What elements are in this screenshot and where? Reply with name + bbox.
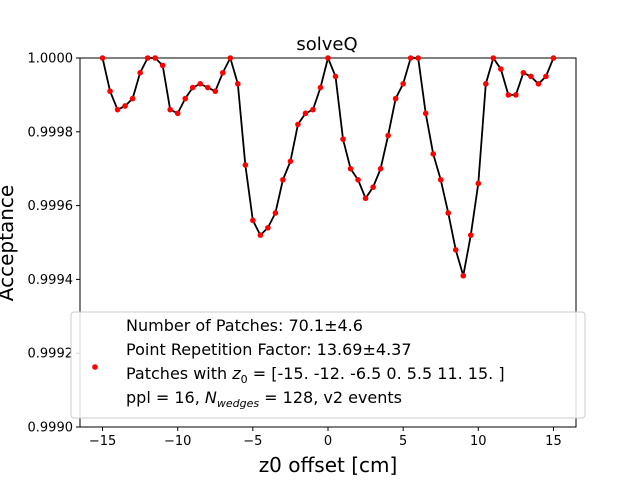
data-point (144, 55, 151, 61)
legend-line-wedges: ppl = 16, Nwedges = 128, v2 events (126, 388, 402, 410)
data-point (212, 88, 219, 95)
x-tick-label: −15 (89, 434, 116, 449)
data-point (242, 162, 249, 168)
data-point (422, 110, 429, 117)
data-point (355, 176, 361, 183)
data-point (129, 95, 136, 102)
legend-wedges-rest: = 128, v2 events (259, 388, 402, 407)
data-point (535, 81, 542, 87)
data-point (543, 73, 549, 80)
data-point (287, 158, 294, 165)
legend-z0-values: = [-15. -12. -6.5 0. 5.5 11. 15. ] (248, 364, 505, 383)
legend-wedges-prefix: ppl = 16, (126, 388, 205, 407)
data-point (437, 176, 444, 183)
data-point (340, 136, 346, 142)
data-point (227, 55, 234, 61)
legend-wedges-sub: wedges (217, 397, 259, 410)
series-markers (99, 55, 557, 279)
data-point (167, 106, 173, 113)
legend-z0-sub: 0 (241, 373, 248, 386)
data-point (520, 69, 527, 76)
data-point (392, 95, 399, 102)
data-point (235, 81, 241, 87)
x-tick-label: 15 (545, 434, 562, 449)
y-tick-label: 0.9998 (28, 125, 74, 140)
data-point (445, 210, 452, 216)
data-point (310, 106, 316, 113)
data-point (280, 176, 286, 183)
data-point (498, 66, 504, 72)
data-point (430, 151, 437, 157)
y-axis: 0.9990 0.9992 0.9994 0.9996 0.9998 1.0000 (28, 52, 80, 436)
data-point (295, 121, 301, 128)
data-point (377, 165, 384, 172)
x-tick-label: −10 (164, 434, 191, 449)
legend-wedges-var: N (205, 388, 217, 407)
series-line (101, 55, 555, 276)
y-tick-label: 0.9994 (28, 273, 74, 288)
legend-marker (92, 364, 98, 370)
x-axis: −15 −10 −5 0 5 10 15 (89, 427, 562, 449)
data-point (452, 247, 459, 253)
data-point (415, 55, 421, 61)
data-point (400, 81, 406, 87)
data-point (219, 69, 226, 76)
data-point (460, 272, 467, 279)
data-point (362, 195, 369, 202)
data-point (250, 217, 256, 224)
data-point (317, 84, 324, 91)
data-point (265, 224, 271, 231)
data-point (513, 92, 519, 98)
legend-z0-prefix: Patches with (126, 364, 232, 383)
data-point (182, 95, 189, 102)
legend-line-z0: Patches with z0 = [-15. -12. -6.5 0. 5.5… (126, 364, 505, 386)
data-point (152, 55, 158, 61)
data-point (332, 73, 339, 80)
data-point (550, 55, 557, 61)
chart-title: solveQ (296, 34, 357, 55)
data-point (385, 132, 391, 139)
data-point (483, 81, 489, 87)
legend-z0-var: z (231, 364, 241, 383)
y-axis-label: Acceptance (0, 185, 18, 301)
legend: Number of Patches: 70.1±4.6 Point Repeti… (70, 311, 586, 419)
data-point (257, 232, 264, 238)
data-point (197, 81, 204, 87)
data-point (189, 84, 196, 91)
legend-line-repetition: Point Repetition Factor: 13.69±4.37 (126, 340, 412, 359)
data-point (347, 165, 354, 172)
data-point (159, 62, 166, 69)
data-point (204, 84, 211, 91)
data-point (505, 92, 512, 98)
x-tick-label: −5 (243, 434, 262, 449)
data-point (272, 210, 279, 216)
data-point (99, 55, 106, 61)
y-tick-label: 0.9996 (28, 199, 74, 214)
data-point (528, 73, 534, 80)
x-tick-label: 5 (399, 434, 407, 449)
data-point (490, 55, 497, 61)
legend-frame (70, 311, 586, 419)
data-point (475, 180, 482, 187)
x-tick-label: 0 (324, 434, 332, 449)
data-point (107, 88, 113, 95)
data-point (174, 110, 181, 117)
data-point (302, 110, 309, 117)
y-tick-label: 1.0000 (28, 52, 74, 67)
data-point (370, 184, 376, 190)
data-point (467, 232, 474, 238)
x-axis-label: z0 offset [cm] (259, 453, 398, 477)
y-tick-label: 0.9990 (28, 421, 74, 436)
x-tick-label: 10 (470, 434, 487, 449)
legend-line-patches: Number of Patches: 70.1±4.6 (126, 316, 363, 335)
data-point (407, 55, 414, 61)
y-tick-label: 0.9992 (28, 347, 74, 362)
data-point (114, 106, 121, 113)
data-point (137, 69, 143, 76)
data-point (122, 103, 128, 109)
data-point (325, 55, 331, 61)
